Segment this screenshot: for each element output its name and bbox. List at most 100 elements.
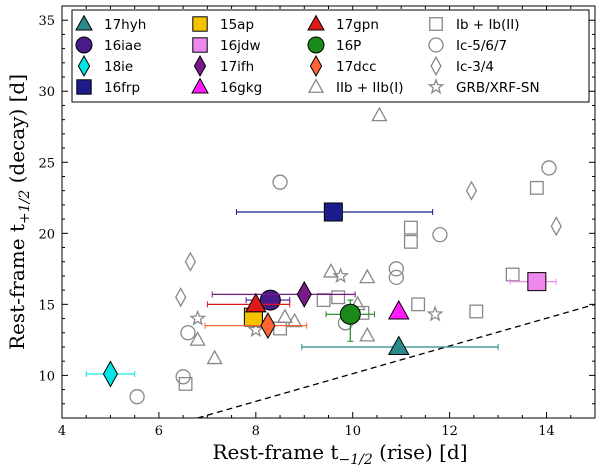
data-point (323, 202, 343, 222)
legend-marker-ic-5-6-7 (428, 37, 444, 53)
legend-label-17gpn: 17gpn (336, 17, 379, 33)
data-point (272, 174, 288, 190)
data-point (175, 287, 187, 308)
data-point (403, 220, 418, 235)
data-point (465, 180, 478, 201)
series-17hyh (301, 335, 499, 355)
data-point (244, 292, 267, 313)
x-axis-label-sub: −1/2 (338, 452, 372, 468)
legend-marker-18ie (77, 54, 91, 78)
data-point (189, 309, 207, 326)
x-tick-label: 14 (538, 424, 555, 439)
series-16p (325, 299, 376, 342)
legend: 17hyh 16iae 18ie 16frp 15ap 16jdw 17ifh 16gkg 17… (71, 9, 590, 103)
data-point (178, 376, 193, 391)
data-point (541, 160, 557, 176)
series-17ifh (211, 280, 356, 308)
y-tick-label: 10 (38, 369, 55, 384)
series-17gpn (206, 292, 291, 313)
series-16jdw (509, 272, 557, 292)
legend-marker-16jdw (192, 37, 208, 53)
data-point (426, 305, 444, 322)
data-point (273, 321, 287, 336)
data-marks (85, 106, 562, 405)
legend-label-iib-iib-i: IIb + IIb(I) (336, 80, 403, 96)
legend-marker-17ifh (193, 54, 207, 78)
data-point (332, 267, 350, 284)
data-point (359, 268, 376, 284)
legend-marker-iib-iib-i (307, 78, 325, 93)
x-tick-label: 6 (155, 424, 163, 439)
data-point (180, 325, 196, 341)
data-point (296, 280, 312, 308)
series-16iae (245, 289, 291, 311)
series-ib-ib-ii (178, 180, 544, 391)
legend-marker-16frp (76, 79, 92, 95)
y-tick-label: 25 (38, 156, 55, 171)
y-tick-label: 20 (38, 227, 55, 242)
data-point (316, 293, 331, 308)
legend-label-16iae: 16iae (104, 38, 142, 54)
data-point (260, 312, 276, 340)
legend-marker-grb-xrf-sn (427, 78, 445, 95)
series-17dcc (204, 312, 308, 340)
x-axis-label: Rest-frame t−1/2 (rise) [d] (212, 440, 467, 468)
data-point (276, 308, 293, 324)
legend-label-18ie: 18ie (104, 59, 133, 75)
legend-label-16p: 16P (336, 38, 361, 54)
data-point (331, 290, 346, 305)
series-16gkg (387, 299, 410, 320)
legend-box (71, 9, 590, 103)
legend-label-15ap: 15ap (220, 17, 254, 33)
series-ic-3-4 (175, 180, 562, 308)
series-iib-iib-i (189, 106, 388, 365)
data-point (259, 289, 281, 311)
data-point (189, 331, 206, 346)
data-point (432, 227, 448, 243)
data-point (387, 299, 410, 320)
data-point (529, 180, 544, 195)
y-tick-label: 35 (38, 14, 55, 29)
legend-marker-15ap (192, 16, 208, 32)
x-tick-label: 12 (441, 424, 458, 439)
x-tick-label: 10 (344, 424, 361, 439)
series-16frp (235, 202, 434, 222)
data-point (550, 216, 562, 237)
legend-marker-16gkg (191, 77, 209, 94)
x-tick-label: 4 (58, 424, 66, 439)
data-point (403, 234, 418, 249)
data-point (322, 262, 340, 278)
legend-marker-ib-ib-ii (429, 17, 443, 31)
data-point (339, 303, 361, 325)
data-point (102, 360, 119, 388)
data-point (206, 349, 223, 365)
y-axis-label-tail: (decay) [d] (5, 74, 29, 190)
legend-marker-ic-3-4 (430, 55, 442, 77)
data-point (175, 369, 191, 385)
x-axis-label-main: Rest-frame t (212, 440, 338, 464)
x-tick-label: 8 (252, 424, 260, 439)
data-point (359, 326, 376, 342)
legend-marker-17gpn (307, 14, 325, 31)
data-point (388, 261, 404, 277)
legend-label-17dcc: 17dcc (336, 59, 377, 75)
series-18ie (85, 360, 136, 388)
data-point (469, 304, 484, 319)
legend-label-17ifh: 17ifh (220, 59, 254, 75)
reference-layer (197, 303, 596, 419)
y-axis-label-sub: +1/2 (17, 190, 33, 224)
data-point (411, 297, 426, 312)
x-axis-label-tail: (rise) [d] (373, 440, 468, 464)
legend-label-grb-xrf-sn: GRB/XRF-SN (456, 80, 540, 96)
data-point (387, 335, 410, 355)
legend-marker-16iae (75, 36, 93, 54)
y-axis-label-main: Rest-frame t (5, 224, 29, 350)
data-point (505, 267, 520, 282)
reference-line (197, 303, 596, 419)
legend-label-ib-ib-ii: Ib + Ib(II) (456, 17, 520, 33)
data-point (286, 312, 303, 328)
legend-label-ic-5-6-7: Ic-5/6/7 (456, 38, 507, 54)
data-point (527, 272, 547, 292)
data-point (371, 106, 388, 122)
